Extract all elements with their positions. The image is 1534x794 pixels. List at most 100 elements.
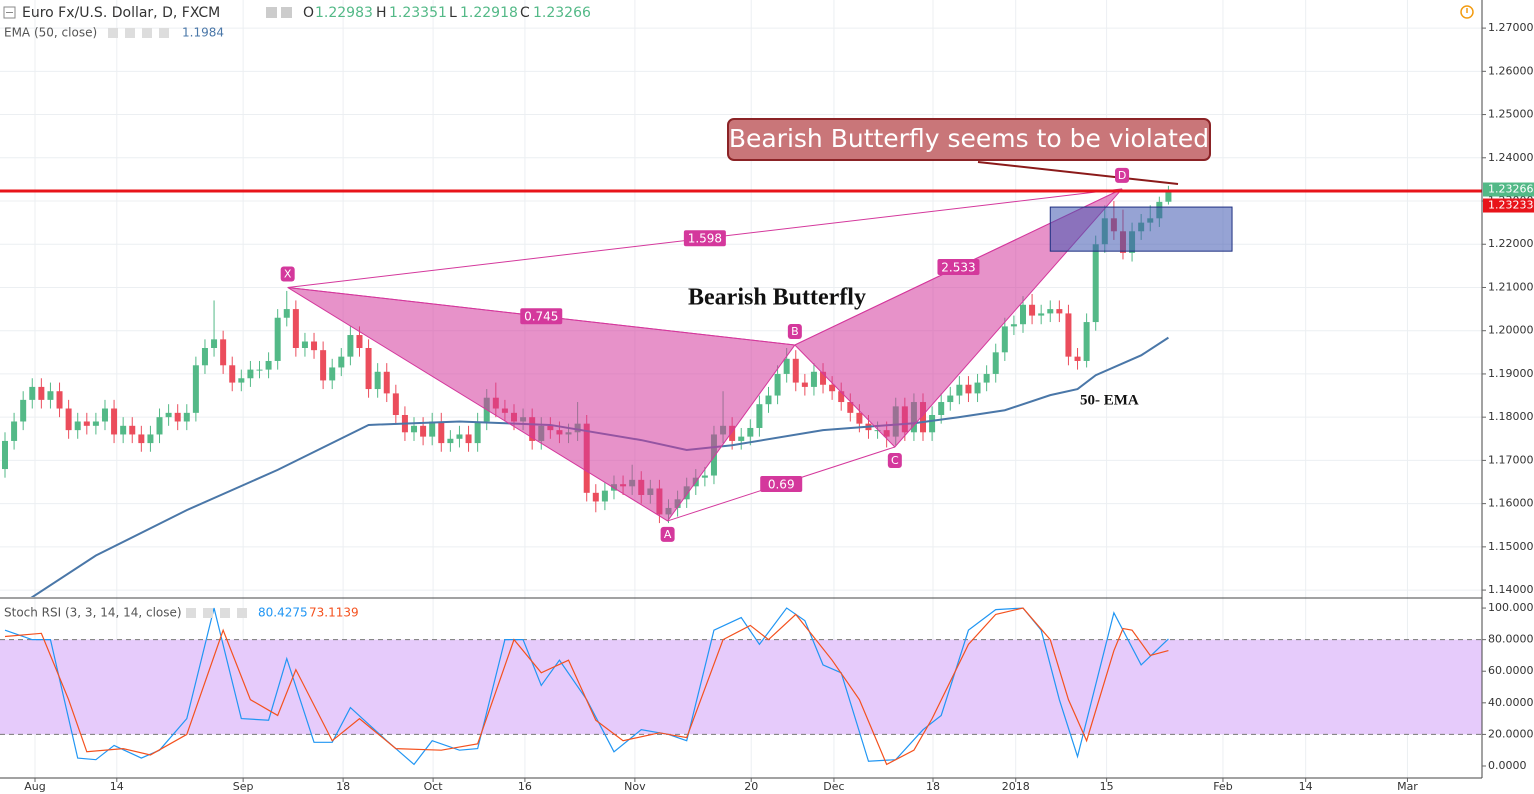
y-tick-label: 1.19000	[1488, 367, 1534, 380]
point-badge	[660, 526, 675, 542]
candle-body	[810, 371, 817, 387]
candle-body	[20, 399, 27, 422]
alert-icon[interactable]	[1460, 5, 1474, 19]
candle-body	[292, 309, 299, 348]
point-label: X	[284, 267, 292, 280]
y-tick-label: 0.0000	[1488, 759, 1527, 772]
candle-body	[183, 412, 190, 422]
candle-body	[229, 365, 236, 383]
ohlc-label: L	[449, 5, 457, 21]
candle-body	[383, 371, 390, 394]
stoch-band	[0, 639, 1482, 735]
level-badge	[1483, 198, 1534, 213]
candle-body	[192, 365, 199, 413]
ema-icons[interactable]	[159, 28, 169, 38]
candle-body	[929, 415, 936, 433]
candle-body	[1019, 304, 1026, 325]
candle-body	[1083, 322, 1090, 361]
candle-body	[329, 367, 336, 381]
candle-body	[965, 384, 972, 394]
candle-body	[1001, 326, 1008, 353]
y-tick-label: 1.18000	[1488, 410, 1534, 423]
candle-body	[420, 425, 427, 437]
pattern-title: Bearish Butterfly	[688, 285, 866, 311]
price-pane	[0, 185, 1482, 597]
candle-body	[65, 408, 72, 431]
annotation-text: Bearish Butterfly seems to be violated	[729, 124, 1209, 153]
ratio-badge	[937, 258, 980, 275]
candle-body	[356, 335, 363, 348]
candle-body	[120, 425, 127, 435]
x-tick-label: 16	[518, 780, 532, 793]
candle-body	[47, 391, 54, 400]
candle-body	[1074, 356, 1081, 361]
ema-icons[interactable]	[108, 28, 118, 38]
settings-icon[interactable]	[266, 7, 277, 18]
ratio-label: 0.69	[768, 477, 795, 491]
point-badge	[887, 452, 902, 468]
ema-icons[interactable]	[142, 28, 152, 38]
format-icon[interactable]	[281, 7, 292, 18]
candle-body	[756, 404, 763, 428]
candle-body	[592, 492, 599, 502]
candle-body	[256, 369, 263, 371]
candle-body	[738, 436, 745, 441]
candle-body	[338, 356, 345, 368]
candle-body	[1065, 313, 1072, 357]
stoch-icons[interactable]	[220, 608, 230, 618]
y-tick-label: 1.20000	[1488, 324, 1534, 337]
candle-body	[174, 412, 181, 422]
stoch-icons[interactable]	[203, 608, 213, 618]
candle-body	[92, 421, 99, 426]
candle-body	[974, 382, 981, 394]
stoch-icons[interactable]	[237, 608, 247, 618]
candle-body	[447, 438, 454, 444]
candle-body	[211, 339, 218, 348]
y-tick-label: 1.21000	[1488, 280, 1534, 293]
candle-body	[83, 421, 90, 426]
stoch-line	[4, 607, 1169, 766]
candle-body	[1029, 304, 1036, 316]
axes: Aug 14 Sep 18 Oct 16 Nov 20 Dec 18 2018 15 Feb 14 Mar 1…	[24, 21, 1534, 793]
candle-body	[820, 371, 827, 385]
candle-body	[856, 412, 863, 424]
candle-body	[938, 402, 945, 416]
ema-icons[interactable]	[125, 28, 135, 38]
annotations: Bearish Butterfly seems to be violated B…	[280, 118, 1211, 542]
candle-body	[456, 434, 463, 439]
candle-body	[74, 421, 81, 431]
candle-body	[992, 352, 999, 374]
stoch-icons[interactable]	[186, 608, 196, 618]
ohlc-value: 1.23266	[533, 5, 591, 21]
candle-body	[792, 358, 799, 383]
candle-body	[274, 317, 281, 361]
candle-body	[1165, 189, 1172, 202]
candle-body	[347, 335, 354, 357]
candle-body	[374, 371, 381, 390]
stoch-k-value: 80.4275	[258, 606, 308, 620]
candle-body	[129, 425, 136, 435]
y-tick-label: 1.26000	[1488, 64, 1534, 77]
x-tick-label: 15	[1100, 780, 1114, 793]
candle-body	[201, 347, 208, 366]
y-tick-label: 1.27000	[1488, 21, 1534, 34]
legend: Euro Fx/U.S. Dollar, D, FXCM O 1.22983 H…	[3, 5, 1474, 620]
candle-body	[1, 440, 8, 470]
candle-body	[1010, 324, 1017, 327]
ema-value: 1.1984	[182, 26, 224, 40]
x-tick-label: 2018	[1002, 780, 1030, 793]
y-tick-label: 80.0000	[1488, 633, 1534, 646]
candle-body	[847, 402, 854, 413]
candle-body	[365, 347, 372, 390]
y-tick-label: 1.24000	[1488, 151, 1534, 164]
y-tick-label: 100.0000	[1488, 601, 1534, 614]
ema-line	[30, 336, 1169, 597]
candle-body	[301, 341, 308, 348]
collapse-icon[interactable]	[3, 6, 16, 19]
candle-body	[729, 425, 736, 441]
candle-body	[956, 384, 963, 396]
y-tick-label: 1.14000	[1488, 583, 1534, 596]
ohlc-label: C	[520, 5, 530, 21]
candle-body	[156, 417, 163, 435]
